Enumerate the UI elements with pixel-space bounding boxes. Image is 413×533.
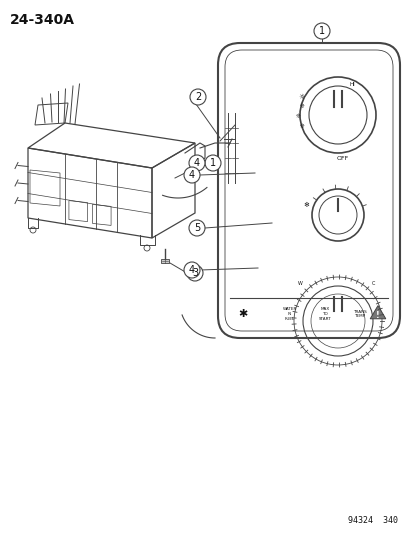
- Text: ❊: ❊: [295, 115, 299, 119]
- Text: MAX
TO
START: MAX TO START: [318, 307, 330, 321]
- Polygon shape: [369, 305, 385, 319]
- Text: 94324  340: 94324 340: [347, 516, 397, 525]
- Circle shape: [189, 155, 204, 171]
- Circle shape: [183, 167, 199, 183]
- Text: W: W: [297, 281, 302, 286]
- Text: ❊: ❊: [299, 125, 304, 130]
- Text: !: !: [375, 311, 379, 320]
- Circle shape: [183, 262, 199, 278]
- Text: 2: 2: [195, 92, 201, 102]
- Text: 24-340A: 24-340A: [10, 13, 75, 27]
- Circle shape: [204, 155, 221, 171]
- Text: ❊: ❊: [299, 104, 304, 109]
- Text: 1: 1: [209, 158, 216, 168]
- Text: 5: 5: [193, 223, 199, 233]
- Text: ✱: ✱: [238, 309, 247, 319]
- Text: 3: 3: [192, 268, 197, 278]
- Text: HI: HI: [348, 83, 354, 87]
- Text: ❄: ❄: [302, 202, 308, 208]
- Circle shape: [187, 265, 202, 281]
- Circle shape: [189, 220, 204, 236]
- Text: TRANS
TEMP: TRANS TEMP: [352, 310, 366, 318]
- Circle shape: [313, 23, 329, 39]
- Text: 4: 4: [193, 158, 199, 168]
- Polygon shape: [161, 259, 169, 263]
- Text: 4: 4: [188, 265, 195, 275]
- Text: OFF: OFF: [336, 156, 348, 160]
- Text: ☼: ☼: [298, 94, 304, 100]
- Text: 1: 1: [318, 26, 324, 36]
- Circle shape: [190, 89, 206, 105]
- Text: 4: 4: [188, 170, 195, 180]
- Text: C: C: [371, 281, 375, 286]
- Text: WATER
IN
FUEL: WATER IN FUEL: [282, 307, 297, 321]
